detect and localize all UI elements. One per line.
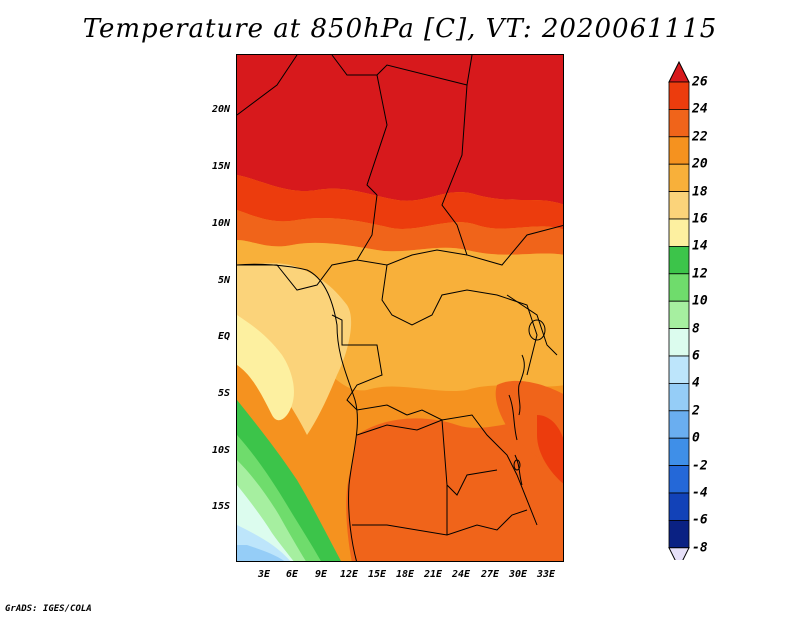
lon-label-33e: 33E (536, 569, 556, 580)
colorbar-segment (668, 245, 690, 275)
colorbar-segment (668, 163, 690, 192)
colorbar-tick-label: 12 (692, 266, 708, 282)
colorbar-segment (668, 191, 690, 220)
lon-label-18e: 18E (395, 569, 415, 580)
colorbar-segment (668, 355, 690, 384)
colorbar-segment (668, 382, 690, 412)
colorbar-segment (668, 273, 690, 302)
colorbar-under-triangle (668, 547, 690, 560)
temperature-map (237, 55, 563, 561)
map-panel (236, 54, 564, 562)
colorbar-segment (668, 410, 690, 439)
colorbar-segment (668, 492, 690, 521)
lon-label-21e: 21E (423, 569, 443, 580)
lat-label-10n: 10N (211, 218, 230, 229)
colorbar-tick-label: -8 (692, 540, 708, 556)
colorbar-tick-label: 6 (692, 348, 700, 364)
colorbar-segment (668, 218, 690, 247)
colorbar-segment (668, 437, 690, 467)
colorbar-segment (668, 519, 690, 549)
colorbar-tick-label: 20 (692, 156, 708, 172)
colorbar-tick-label: 22 (692, 129, 708, 145)
colorbar-tick-label: 18 (692, 184, 708, 200)
colorbar-tick-label: 24 (692, 101, 708, 117)
lat-label-5s: 5S (217, 388, 230, 399)
lon-label-24e: 24E (451, 569, 471, 580)
lon-label-3e: 3E (257, 569, 271, 580)
colorbar-tick-label: 14 (692, 238, 708, 254)
colorbar-segment (668, 300, 690, 329)
lat-label-eq: EQ (217, 331, 230, 342)
colorbar-tick-label: -4 (692, 485, 708, 501)
colorbar-tick-label: 26 (692, 74, 708, 90)
lat-label-5n: 5N (217, 275, 230, 286)
colorbar-segment (668, 465, 690, 494)
chart-title: Temperature at 850hPa [C], VT: 202006111… (82, 14, 718, 44)
lon-label-15e: 15E (367, 569, 387, 580)
colorbar (668, 60, 690, 560)
colorbar-tick-label: -6 (692, 512, 708, 528)
lon-label-27e: 27E (480, 569, 500, 580)
colorbar-tick-label: 10 (692, 293, 708, 309)
colorbar-tick-label: -2 (692, 458, 708, 474)
lon-label-9e: 9E (314, 569, 328, 580)
colorbar-segment (668, 328, 690, 357)
lat-label-10s: 10S (211, 445, 230, 456)
colorbar-tick-label: 0 (692, 430, 700, 446)
colorbar-segment (668, 109, 690, 138)
colorbar-over-triangle (668, 60, 690, 83)
lon-label-12e: 12E (339, 569, 359, 580)
lat-label-20n: 20N (211, 104, 230, 115)
colorbar-tick-label: 16 (692, 211, 708, 227)
lat-label-15n: 15N (211, 161, 230, 172)
colorbar-tick-label: 2 (692, 403, 700, 419)
lon-label-30e: 30E (508, 569, 528, 580)
colorbar-tick-label: 4 (692, 375, 700, 391)
lat-label-15s: 15S (211, 501, 230, 512)
credit-text: GrADS: IGES/COLA (5, 604, 92, 614)
colorbar-tick-label: 8 (692, 321, 700, 337)
lon-label-6e: 6E (285, 569, 299, 580)
colorbar-segment (668, 136, 690, 165)
colorbar-segment (668, 81, 690, 110)
